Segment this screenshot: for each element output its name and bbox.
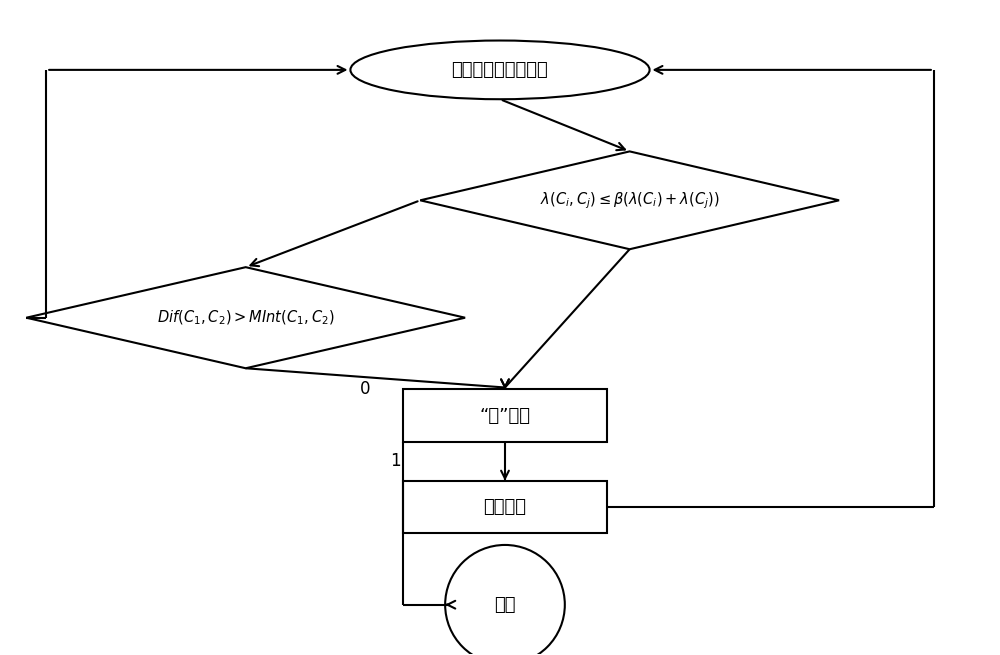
Text: 初始化两块图像区域: 初始化两块图像区域 [452,61,548,79]
Text: 1: 1 [390,452,401,470]
Text: 区域合并: 区域合并 [483,498,526,516]
Text: 结束: 结束 [494,595,516,614]
Bar [403,481,607,533]
Text: $\lambda(C_i,C_j)\leq\beta(\lambda(C_i)+\lambda(C_j))$: $\lambda(C_i,C_j)\leq\beta(\lambda(C_i)+… [540,190,719,211]
Bar [403,390,607,441]
Text: $Dif(C_1,C_2)>MInt(C_1,C_2)$: $Dif(C_1,C_2)>MInt(C_1,C_2)$ [157,309,334,327]
Text: 0: 0 [360,381,371,398]
Text: “与”操作: “与”操作 [479,407,530,424]
